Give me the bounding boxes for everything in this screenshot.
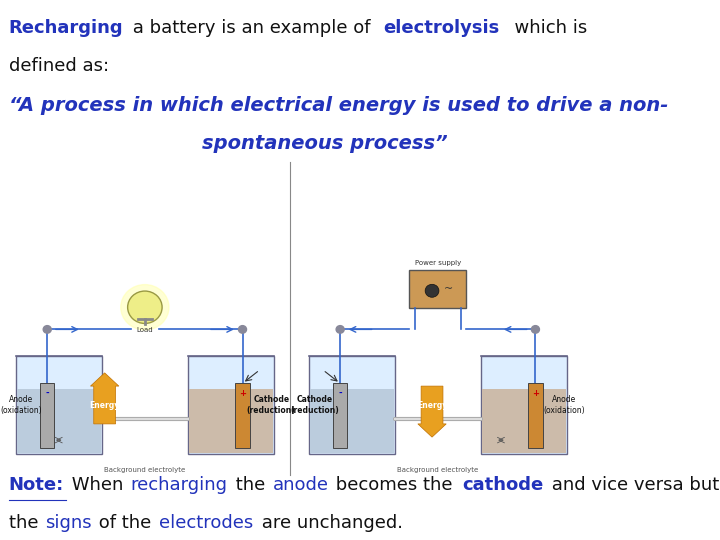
Text: a battery is an example of: a battery is an example of — [127, 19, 376, 37]
Text: When: When — [66, 476, 129, 494]
FancyArrow shape — [418, 386, 446, 437]
Text: Energy: Energy — [417, 401, 447, 409]
Text: defined as:: defined as: — [9, 57, 109, 75]
FancyBboxPatch shape — [482, 389, 566, 453]
Text: Cathode
(reduction): Cathode (reduction) — [247, 395, 296, 415]
Circle shape — [531, 326, 539, 333]
Text: cathode: cathode — [462, 476, 544, 494]
Circle shape — [121, 285, 169, 330]
FancyBboxPatch shape — [40, 383, 55, 448]
Text: signs: signs — [45, 514, 91, 532]
Text: Recharging: Recharging — [9, 19, 123, 37]
FancyBboxPatch shape — [333, 383, 347, 448]
Text: “A process in which electrical energy is used to drive a non-: “A process in which electrical energy is… — [9, 96, 668, 115]
Text: Load: Load — [137, 327, 153, 333]
FancyBboxPatch shape — [189, 389, 273, 453]
FancyBboxPatch shape — [16, 356, 102, 454]
Circle shape — [238, 326, 246, 333]
Text: +: + — [239, 389, 246, 397]
Text: are unchanged.: are unchanged. — [256, 514, 403, 532]
Text: spontaneous process”: spontaneous process” — [202, 134, 448, 153]
FancyBboxPatch shape — [481, 356, 567, 454]
Text: Cathode
(reduction): Cathode (reduction) — [290, 395, 338, 415]
Text: Anions: Anions — [347, 440, 368, 445]
Text: recharging: recharging — [130, 476, 228, 494]
Circle shape — [127, 291, 162, 323]
FancyBboxPatch shape — [188, 356, 274, 454]
Text: Background electrolyte: Background electrolyte — [104, 467, 186, 473]
Text: electrodes: electrodes — [159, 514, 253, 532]
Text: Energy: Energy — [89, 401, 120, 409]
Text: the: the — [230, 476, 271, 494]
Text: +: + — [532, 389, 539, 397]
Text: Cations: Cations — [506, 440, 530, 445]
Text: electrolysis: electrolysis — [383, 19, 500, 37]
Circle shape — [336, 326, 344, 333]
Text: becomes the: becomes the — [330, 476, 459, 494]
FancyBboxPatch shape — [310, 389, 394, 453]
Text: Power supply: Power supply — [415, 260, 461, 266]
Text: -: - — [338, 389, 342, 397]
Text: Note:: Note: — [9, 476, 64, 494]
Text: and vice versa but: and vice versa but — [546, 476, 719, 494]
Text: -: - — [45, 389, 49, 397]
Text: which is: which is — [503, 19, 588, 37]
Text: the: the — [9, 514, 44, 532]
FancyArrow shape — [91, 373, 119, 424]
Text: Anions: Anions — [77, 440, 98, 445]
Text: anode: anode — [273, 476, 328, 494]
Circle shape — [43, 326, 51, 333]
Text: Anode
(oxidation): Anode (oxidation) — [1, 395, 42, 415]
Text: Background electrolyte: Background electrolyte — [397, 467, 478, 473]
Text: Cations: Cations — [35, 440, 59, 445]
Text: Anode
(oxidation): Anode (oxidation) — [544, 395, 585, 415]
FancyBboxPatch shape — [409, 270, 467, 308]
FancyBboxPatch shape — [528, 383, 543, 448]
Text: ~: ~ — [444, 284, 453, 294]
Circle shape — [425, 284, 439, 297]
FancyBboxPatch shape — [235, 383, 250, 448]
FancyBboxPatch shape — [17, 389, 101, 453]
Text: of the: of the — [93, 514, 157, 532]
FancyBboxPatch shape — [309, 356, 395, 454]
